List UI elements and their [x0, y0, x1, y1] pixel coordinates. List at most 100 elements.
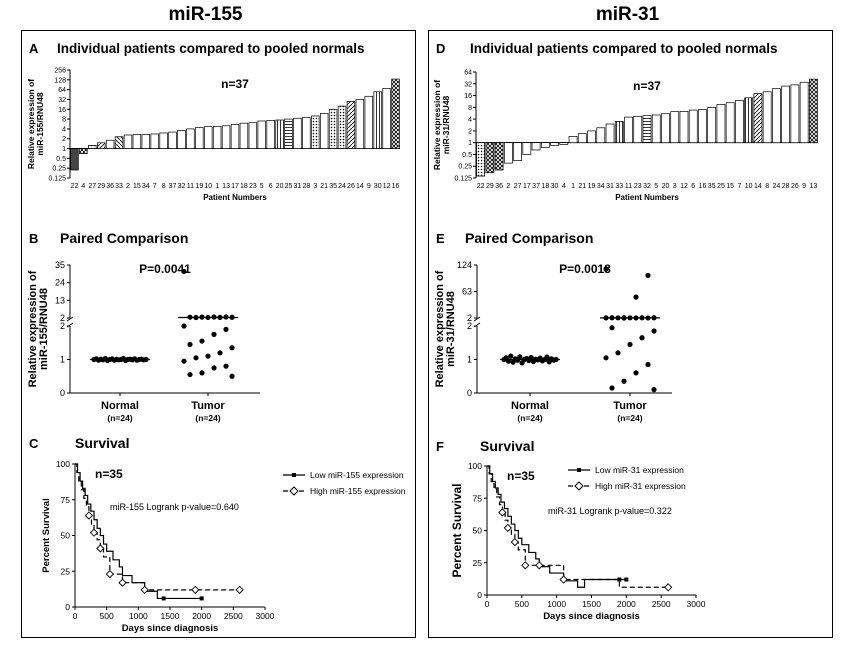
- bar-A: [159, 132, 168, 149]
- x-tick-label-D: 37: [532, 183, 540, 190]
- x-tick-label-D: 14: [754, 183, 762, 190]
- bar-A: [364, 95, 373, 149]
- x-tick-label-A: 30: [374, 183, 382, 190]
- panel-letter-E: E: [436, 231, 445, 246]
- axis-break-E: [473, 316, 481, 322]
- data-point-B: [211, 314, 217, 320]
- bar-A: [230, 124, 240, 149]
- panel-letter-C: C: [29, 436, 39, 451]
- bar-D: [762, 91, 772, 144]
- x-tick-label-A: 14: [356, 183, 364, 190]
- x-tick-label-D: 18: [541, 183, 549, 190]
- data-point-B: [181, 358, 187, 364]
- y-tick-label-E: 2: [467, 313, 472, 323]
- bar-D: [605, 123, 615, 144]
- y-tick-label-A: 128: [54, 77, 66, 84]
- data-point-B: [193, 355, 199, 361]
- panel-letter-F: F: [436, 439, 444, 454]
- data-point-E: [609, 385, 615, 391]
- bar-D: [531, 142, 541, 151]
- data-point-E: [528, 354, 534, 361]
- bar-A: [97, 142, 106, 149]
- data-point-B: [229, 373, 235, 379]
- data-point-E: [544, 354, 550, 360]
- y-tick-label-C: 50: [61, 531, 71, 541]
- data-point-B: [205, 353, 211, 359]
- bar-D: [476, 142, 485, 177]
- data-point-E: [627, 341, 633, 348]
- x-tick-label-D: 11: [625, 183, 632, 190]
- data-point-E: [603, 355, 609, 361]
- y-tick-label-B: 24: [55, 278, 65, 288]
- x-tick-label-A: 27: [88, 183, 96, 190]
- data-point-B: [199, 370, 205, 376]
- x-tick-label-D: 7: [737, 183, 741, 190]
- bar-D: [735, 100, 744, 144]
- y-tick-label-E: 2: [467, 321, 472, 331]
- x-tick-label-A: 13: [222, 183, 230, 190]
- censor-marker-C: [140, 585, 149, 594]
- x-tick-label-A: 28: [302, 183, 310, 190]
- x-tick-label-C: 1500: [161, 611, 180, 621]
- censor-marker-F: [624, 577, 629, 582]
- data-point-E: [633, 370, 639, 376]
- x-tick-label-A: 10: [204, 183, 212, 190]
- bar-A: [212, 125, 222, 149]
- censor-marker-C: [199, 596, 204, 601]
- y-tick-label-B: 13: [55, 295, 65, 305]
- y-tick-label-A: 4: [62, 126, 66, 133]
- x-tick-label-A: 5: [260, 183, 264, 190]
- y-tick-label-A: 8: [62, 117, 66, 124]
- bar-D: [799, 81, 809, 144]
- data-point-E: [609, 325, 615, 331]
- group-n-label-E: (n=24): [617, 413, 642, 423]
- data-point-B: [187, 314, 193, 320]
- x-tick-label-D: 26: [791, 183, 799, 190]
- y-tick-label-D: 16: [464, 93, 472, 100]
- x-tick-label-D: 30: [551, 183, 559, 190]
- x-tick-label-A: 3: [313, 183, 317, 190]
- group-label-B: Normal: [101, 400, 139, 412]
- title-mir155: miR-155: [168, 4, 243, 25]
- x-tick-label-C: 2000: [192, 611, 211, 621]
- data-point-B: [205, 314, 211, 321]
- y-tick-label-F: 0: [477, 590, 482, 600]
- x-tick-label-A: 32: [178, 183, 186, 190]
- bar-A: [266, 120, 275, 149]
- logrank-label-F: miR-31 Logrank p-value=0.322: [548, 506, 672, 516]
- panel-mir155: [21, 30, 416, 638]
- legend-label-C: Low miR-155 expression: [310, 470, 404, 480]
- x-tick-label-A: 35: [329, 183, 337, 190]
- data-point-B: [229, 314, 235, 320]
- n-label-C: n=35: [95, 467, 123, 481]
- y-axis-label-F: Percent Survival: [450, 483, 464, 577]
- bar-A: [105, 139, 115, 149]
- y-tick-label-B: 2: [60, 321, 65, 331]
- x-tick-label-C: 3000: [256, 611, 275, 621]
- legend-label-C: High miR-155 expression: [310, 486, 406, 496]
- y-tick-label-A: 1: [62, 146, 66, 153]
- x-tick-label-D: 28: [782, 183, 790, 190]
- x-tick-label-F: 2000: [617, 599, 636, 609]
- bar-A: [337, 105, 347, 149]
- x-tick-label-F: 0: [485, 599, 490, 609]
- bar-A: [328, 108, 338, 149]
- y-tick-label-E: 63: [462, 287, 472, 297]
- x-tick-label-F: 1000: [547, 599, 566, 609]
- x-tick-label-A: 4: [81, 183, 85, 190]
- bar-A: [88, 145, 97, 149]
- x-tick-label-A: 33: [115, 183, 123, 190]
- x-axis-label-A: Patient Numbers: [203, 193, 267, 202]
- x-tick-label-D: 31: [606, 183, 614, 190]
- x-tick-label-A: 9: [367, 183, 371, 190]
- panel-letter-B: B: [29, 231, 38, 246]
- censor-marker-F: [663, 583, 673, 592]
- group-label-E: Normal: [511, 400, 549, 412]
- legend-marker-C: [292, 473, 296, 477]
- y-tick-label-A: 0.125: [48, 176, 66, 183]
- x-tick-label-D: 16: [699, 183, 707, 190]
- data-point-B: [193, 314, 199, 321]
- bar-D: [568, 136, 578, 144]
- x-tick-label-A: 7: [153, 183, 157, 190]
